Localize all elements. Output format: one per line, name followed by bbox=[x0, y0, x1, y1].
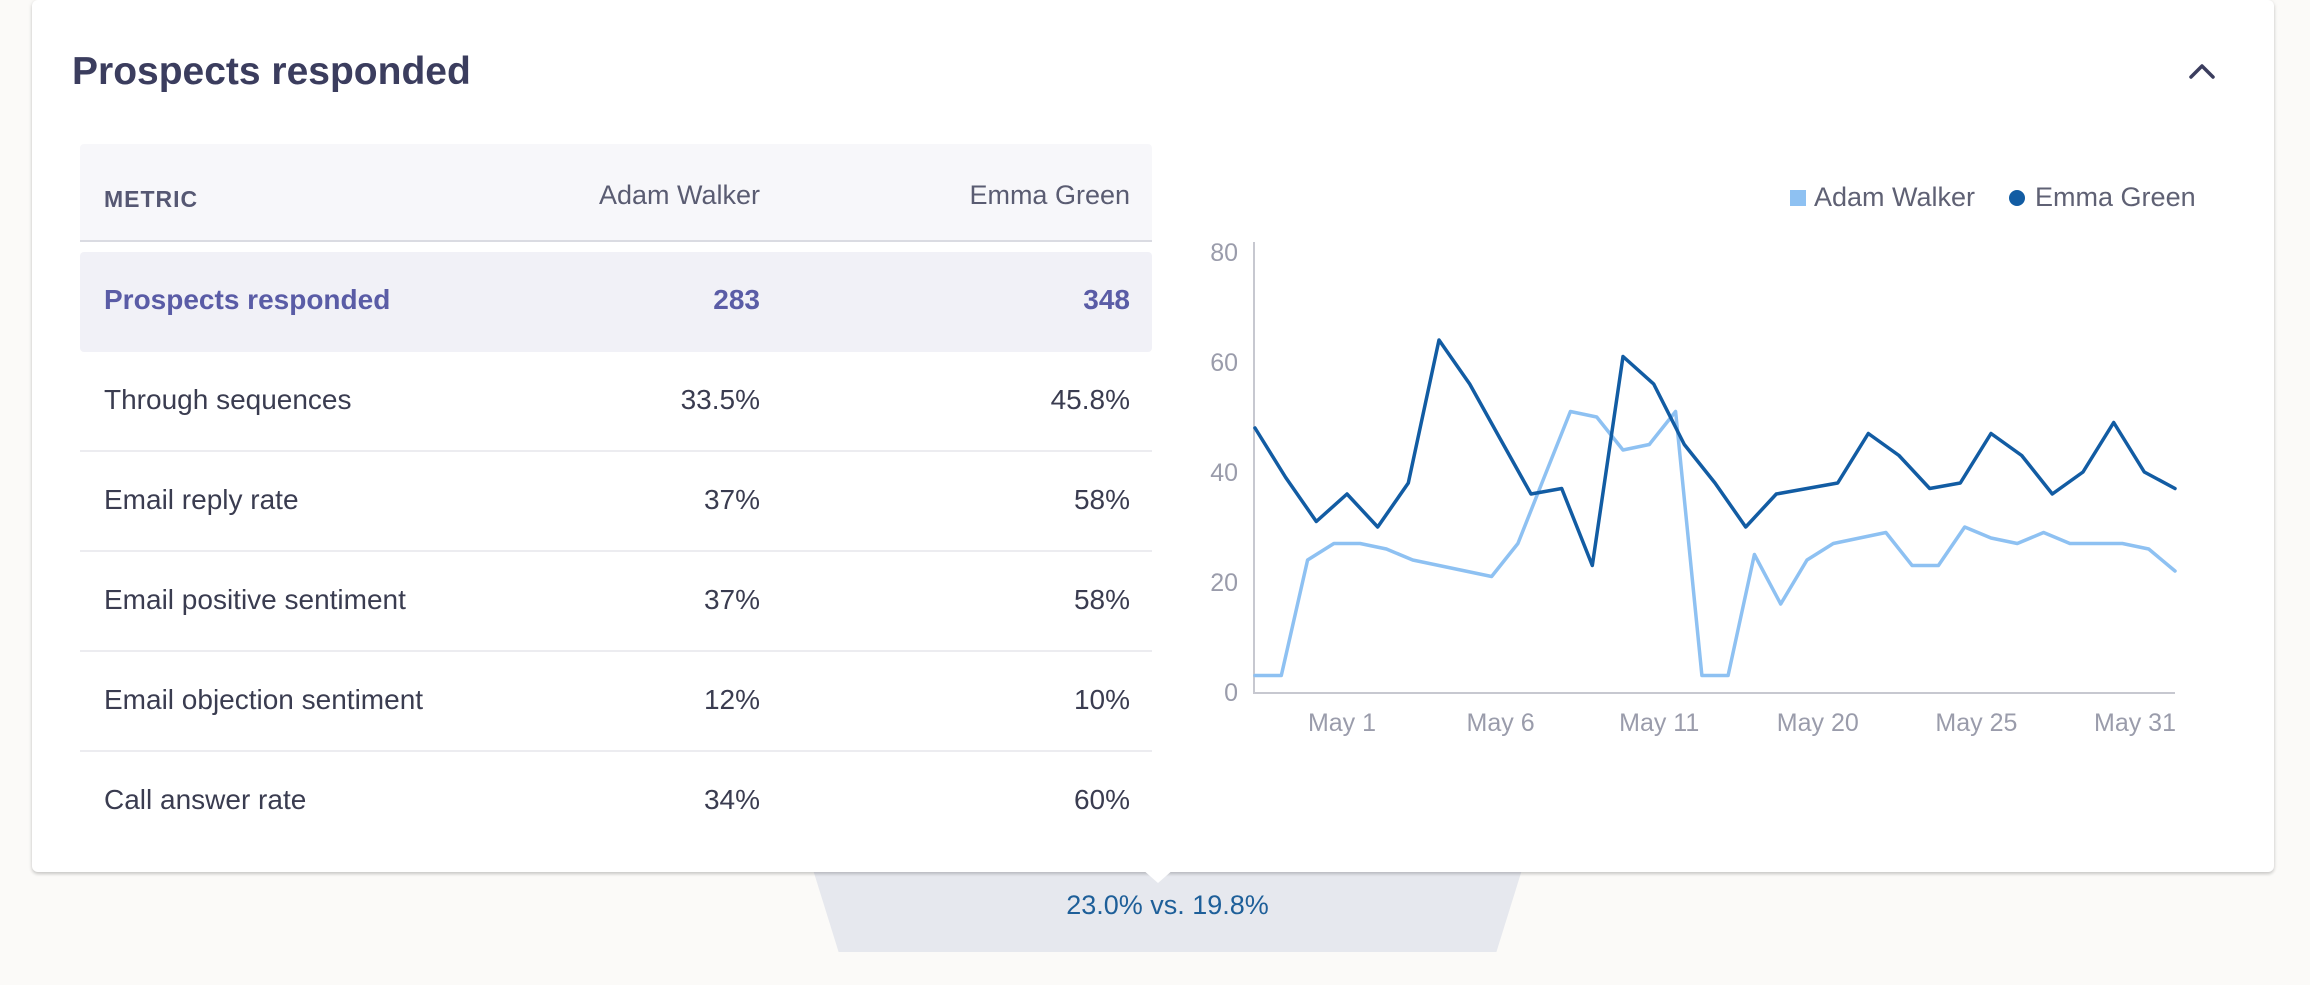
emma-value: 58% bbox=[1073, 584, 1130, 615]
metric-name: Call answer rate bbox=[104, 784, 307, 815]
adam-value: 283 bbox=[713, 284, 760, 315]
legend-swatch-adam bbox=[1790, 189, 1806, 206]
legend-label-adam: Adam Walker bbox=[1814, 182, 1976, 212]
table-header: METRIC Adam Walker Emma Green bbox=[80, 144, 1152, 242]
emma-value: 45.8% bbox=[1050, 384, 1130, 415]
table-row[interactable]: Call answer rate 34% 60% bbox=[80, 752, 1152, 852]
metric-name: Email objection sentiment bbox=[104, 684, 424, 715]
table-row[interactable]: Prospects responded 283 348 bbox=[80, 252, 1152, 352]
legend-item-emma-green[interactable]: Emma Green bbox=[2009, 182, 2196, 213]
series-line-emma-green bbox=[1253, 338, 2177, 568]
table-row[interactable]: Email positive sentiment 37% 58% bbox=[80, 552, 1152, 652]
card-title: Prospects responded bbox=[72, 50, 471, 93]
metrics-table: METRIC Adam Walker Emma Green Prospects … bbox=[80, 144, 1152, 852]
adam-walker-header: Adam Walker bbox=[598, 180, 760, 210]
legend-item-adam-walker[interactable]: Adam Walker bbox=[1790, 182, 1975, 213]
x-tick-label: May 20 bbox=[1777, 709, 1859, 737]
emma-green-header: Emma Green bbox=[969, 180, 1130, 210]
y-tick-label: 40 bbox=[1210, 459, 1238, 487]
collapse-button[interactable] bbox=[2186, 58, 2218, 82]
comparison-summary: 23.0% vs. 19.8% bbox=[1066, 890, 1269, 920]
x-tick-label: May 6 bbox=[1467, 709, 1535, 737]
chart-legend: Adam Walker Emma Green bbox=[1790, 182, 2230, 213]
x-tick-label: May 11 bbox=[1619, 709, 1699, 737]
metric-header: METRIC bbox=[104, 186, 199, 212]
emma-value: 348 bbox=[1083, 284, 1130, 315]
emma-value: 10% bbox=[1073, 684, 1130, 715]
line-chart: 0 20 40 60 80 May 1 May 6 May 11 May 20 May 25 May… bbox=[1210, 239, 2177, 737]
metric-name: Through sequences bbox=[104, 384, 352, 415]
adam-value: 12% bbox=[703, 684, 760, 715]
legend-label-emma: Emma Green bbox=[2035, 182, 2196, 212]
y-tick-label: 0 bbox=[1224, 679, 1238, 707]
x-tick-label: May 25 bbox=[1935, 709, 2017, 737]
table-row[interactable]: Email objection sentiment 12% 10% bbox=[80, 652, 1152, 752]
metric-name: Email positive sentiment bbox=[104, 584, 406, 615]
table-row[interactable]: Through sequences 33.5% 45.8% bbox=[80, 352, 1152, 452]
adam-value: 33.5% bbox=[680, 384, 760, 415]
card-pointer bbox=[1142, 869, 1174, 883]
prospects-responded-card: Prospects responded METRIC Adam Walker E… bbox=[32, 0, 2274, 872]
metric-name: Prospects responded bbox=[104, 284, 391, 315]
table-row[interactable]: Email reply rate 37% 58% bbox=[80, 452, 1152, 552]
chevron-up-icon bbox=[2189, 64, 2215, 79]
adam-value: 37% bbox=[703, 584, 760, 615]
emma-value: 60% bbox=[1073, 784, 1130, 815]
y-tick-label: 60 bbox=[1210, 349, 1238, 377]
adam-value: 34% bbox=[703, 784, 760, 815]
legend-swatch-emma bbox=[2009, 189, 2026, 206]
y-tick-label: 80 bbox=[1210, 239, 1238, 267]
x-tick-label: May 1 bbox=[1308, 709, 1376, 737]
y-tick-label: 20 bbox=[1210, 569, 1238, 597]
emma-value: 58% bbox=[1073, 484, 1130, 515]
x-tick-label: May 31 bbox=[2094, 709, 2176, 737]
adam-value: 37% bbox=[703, 484, 760, 515]
metric-name: Email reply rate bbox=[104, 484, 299, 515]
series-line-adam-walker bbox=[1253, 409, 2177, 678]
